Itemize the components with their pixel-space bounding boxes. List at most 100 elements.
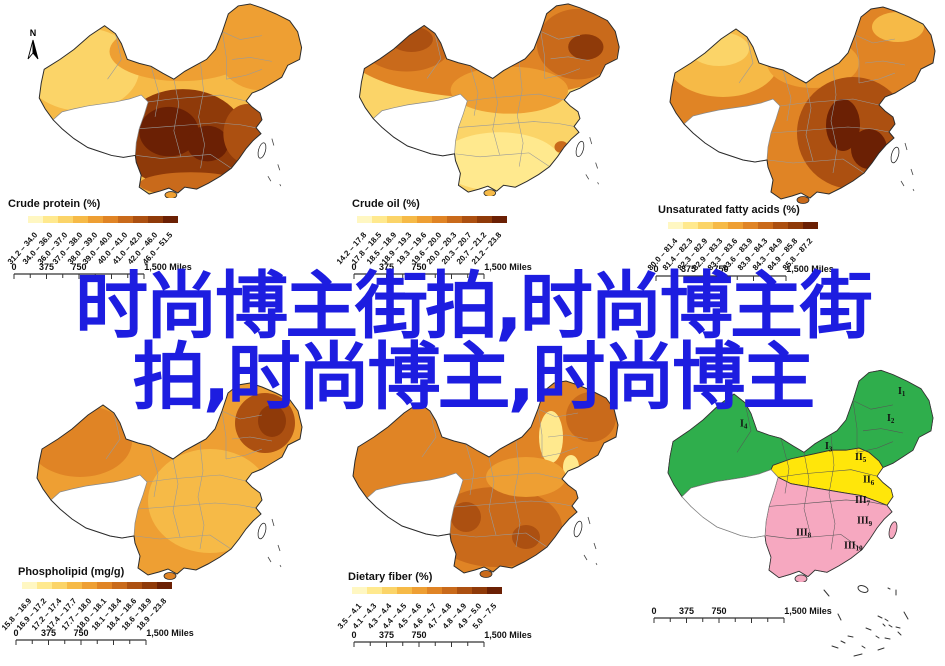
china-map-dietary-fiber <box>352 380 619 578</box>
legend-swatch <box>492 216 507 223</box>
legend-swatch <box>477 216 492 223</box>
region-label-I3: I3 <box>825 441 833 454</box>
scale-bar-label: 1,500 Miles <box>784 606 832 616</box>
legend-swatch <box>417 216 432 223</box>
legend-swatch <box>73 216 88 223</box>
legend-swatch <box>457 587 472 594</box>
watermark-text: 时尚博主街拍,时尚博主街 拍,时尚博主,时尚博主 <box>0 264 945 420</box>
scale-bar-label: 0 <box>13 628 18 638</box>
legend-color-ramp <box>28 216 178 223</box>
legend-swatch <box>112 582 127 589</box>
north-arrow-icon: N <box>27 28 39 60</box>
legend-swatch <box>773 222 788 229</box>
scale-bar-label: 375 <box>39 262 54 272</box>
region-label-II5: II5 <box>855 452 867 465</box>
legend-swatch <box>58 216 73 223</box>
legend-swatch <box>487 587 502 594</box>
scale-bar-label: 375 <box>41 628 56 638</box>
scale-bar-label: 375 <box>679 606 694 616</box>
sea-islands-icon <box>823 585 909 657</box>
scale-bar-label: 375 <box>379 262 394 272</box>
legend-swatch <box>397 587 412 594</box>
legend-swatch <box>668 222 683 229</box>
legend-title-crude-oil: Crude oil (%) <box>352 198 420 210</box>
legend-swatch <box>163 216 178 223</box>
scale-bar-label: 1,500 Miles <box>786 264 834 274</box>
legend-swatch <box>133 216 148 223</box>
scale-bar-label: 750 <box>711 606 726 616</box>
scale-bar-label: 0 <box>653 264 658 274</box>
north-label: N <box>30 28 37 38</box>
legend-swatch <box>142 582 157 589</box>
legend-swatch <box>82 582 97 589</box>
legend-swatch <box>67 582 82 589</box>
watermark-text-line2: 拍,时尚博主,时尚博主 <box>132 335 815 420</box>
legend-swatch <box>22 582 37 589</box>
legend-title-dietary-fiber: Dietary fiber (%) <box>348 571 433 583</box>
scale-bar-label: 750 <box>71 262 86 272</box>
watermark-text-line1: 时尚博主街拍,时尚博主街 <box>75 264 873 349</box>
legend-swatch <box>352 587 367 594</box>
scale-bar: 0 375 750 1,500 Miles <box>351 630 532 647</box>
legend-swatch <box>713 222 728 229</box>
legend-swatch <box>402 216 417 223</box>
scale-bar-label: 1,500 Miles <box>484 630 532 640</box>
legend-swatch <box>442 587 457 594</box>
region-label-II6: II6 <box>863 474 875 487</box>
scale-bar-label: 1,500 Miles <box>146 628 194 638</box>
region-label-I1: I1 <box>898 386 906 399</box>
legend-swatch <box>412 587 427 594</box>
legend-swatch <box>382 587 397 594</box>
legend-color-ramp <box>668 222 818 229</box>
legend-color-ramp <box>352 587 502 594</box>
legend-swatch <box>28 216 43 223</box>
legend-swatch <box>788 222 803 229</box>
legend-swatch <box>357 216 372 223</box>
scale-bar-label: 0 <box>351 630 356 640</box>
legend-swatch <box>472 587 487 594</box>
scale-bar: 0 375 750 1,500 Miles <box>13 628 194 645</box>
legend-swatch <box>462 216 477 223</box>
legend-swatch <box>427 587 442 594</box>
legend-swatch <box>148 216 163 223</box>
legend-swatch <box>447 216 462 223</box>
region-label-III7: III7 <box>855 495 871 508</box>
legend-swatch <box>372 216 387 223</box>
scale-bar-label: 750 <box>73 628 88 638</box>
legend-swatch <box>157 582 172 589</box>
scale-bar-label: 750 <box>411 630 426 640</box>
legend-swatch <box>743 222 758 229</box>
scale-bar-label: 1,500 Miles <box>484 262 532 272</box>
legend-swatch <box>728 222 743 229</box>
scale-bar: 0 375 750 1,500 Miles <box>653 264 834 281</box>
legend-color-ramp <box>357 216 507 223</box>
china-map-crude-protein <box>38 3 303 198</box>
scale-bar-label: 0 <box>11 262 16 272</box>
china-region-map: I4 I3 I1 I2 II5 II6 III7 III9 III8 III10 <box>667 369 934 582</box>
legend-swatch <box>683 222 698 229</box>
legend-swatch <box>37 582 52 589</box>
china-map-crude-oil <box>358 3 620 196</box>
legend-swatch <box>43 216 58 223</box>
region-label-III9: III9 <box>857 515 873 528</box>
legend-swatch <box>97 582 112 589</box>
legend-swatch <box>118 216 133 223</box>
china-map-unsaturated-fatty-acids <box>669 6 936 204</box>
region-label-III10: III10 <box>844 540 863 553</box>
legend-swatch <box>758 222 773 229</box>
scale-bar-label: 750 <box>411 262 426 272</box>
scale-bar: 0 375 750 1,500 Miles <box>11 262 192 279</box>
legend-color-ramp <box>22 582 172 589</box>
region-label-III8: III8 <box>796 527 812 540</box>
legend-title-crude-protein: Crude protein (%) <box>8 198 101 210</box>
legend-swatch <box>103 216 118 223</box>
scale-bar-label: 375 <box>681 264 696 274</box>
legend-swatch <box>698 222 713 229</box>
legend-swatch <box>432 216 447 223</box>
legend-swatch <box>88 216 103 223</box>
scale-bar-label: 750 <box>713 264 728 274</box>
region-label-I4: I4 <box>740 418 748 431</box>
legend-swatch <box>387 216 402 223</box>
legend-swatch <box>52 582 67 589</box>
